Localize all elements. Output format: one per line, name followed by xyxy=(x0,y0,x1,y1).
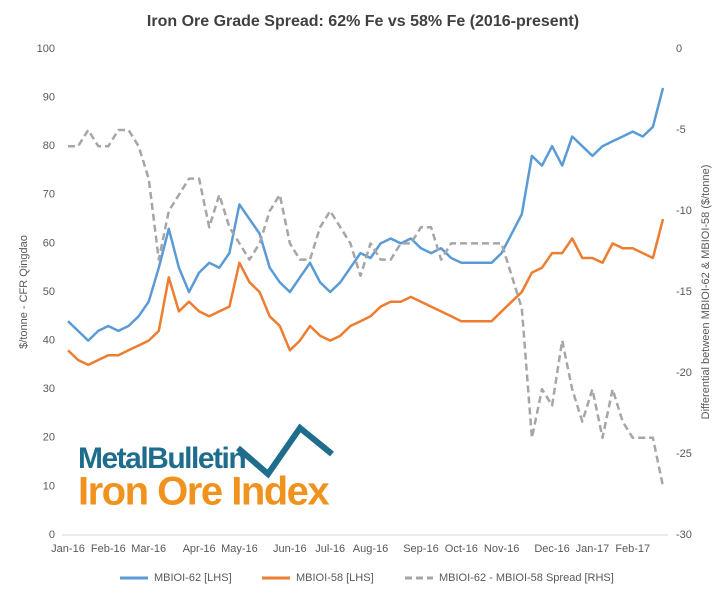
x-tick-label: Mar-16 xyxy=(131,543,166,555)
y-tick-label: 90 xyxy=(43,92,55,104)
y-tick-label: 50 xyxy=(43,286,55,298)
legend-label: MBIOI-62 [LHS] xyxy=(154,572,232,584)
y2-tick-label: -15 xyxy=(676,286,692,298)
chart-title: Iron Ore Grade Spread: 62% Fe vs 58% Fe … xyxy=(147,13,579,30)
y2-tick-label: 0 xyxy=(676,43,682,55)
x-tick-label: Sep-16 xyxy=(403,543,438,555)
y2-tick-label: -5 xyxy=(676,124,686,136)
y-axis-label: $/tonne - CFR Qingdao xyxy=(18,235,30,349)
x-tick-label: Dec-16 xyxy=(534,543,569,555)
series-line xyxy=(68,128,665,487)
x-tick-label: Nov-16 xyxy=(484,543,519,555)
legend-label: MBIOI-62 - MBIOI-58 Spread [RHS] xyxy=(439,572,614,584)
x-tick-label: Apr-16 xyxy=(183,543,216,555)
x-tick-label: May-16 xyxy=(221,543,258,555)
y-tick-label: 20 xyxy=(43,432,55,444)
x-tick-label: Jun-16 xyxy=(273,543,307,555)
logo-graphic xyxy=(236,423,334,479)
y-tick-label: 10 xyxy=(43,480,55,492)
y-tick-label: 30 xyxy=(43,383,55,395)
legend-label: MBIOI-58 [LHS] xyxy=(296,572,374,584)
x-tick-label: Jul-16 xyxy=(315,543,345,555)
y2-tick-label: -10 xyxy=(676,205,692,217)
x-tick-label: Feb-17 xyxy=(615,543,650,555)
y-tick-label: 0 xyxy=(49,529,55,541)
logo-text: MetalBulletin xyxy=(78,442,245,475)
x-tick-label: Oct-16 xyxy=(445,543,478,555)
series-line xyxy=(67,218,665,367)
y2-axis-label: Differential between MBIOI-62 & MBIOI-58… xyxy=(700,165,712,420)
y2-tick-label: -30 xyxy=(676,529,692,541)
y2-tick-label: -20 xyxy=(676,367,692,379)
logo-text: Iron Ore Index xyxy=(78,470,329,514)
y-tick-label: 70 xyxy=(43,189,55,201)
y2-tick-label: -25 xyxy=(676,448,692,460)
x-tick-label: Feb-16 xyxy=(91,543,126,555)
series-line xyxy=(67,87,665,342)
x-tick-label: Aug-16 xyxy=(353,543,388,555)
y-tick-label: 60 xyxy=(43,237,55,249)
y-tick-label: 100 xyxy=(37,43,55,55)
y-tick-label: 80 xyxy=(43,140,55,152)
y-tick-label: 40 xyxy=(43,335,55,347)
x-tick-label: Jan-17 xyxy=(576,543,610,555)
x-tick-label: Jan-16 xyxy=(51,543,85,555)
